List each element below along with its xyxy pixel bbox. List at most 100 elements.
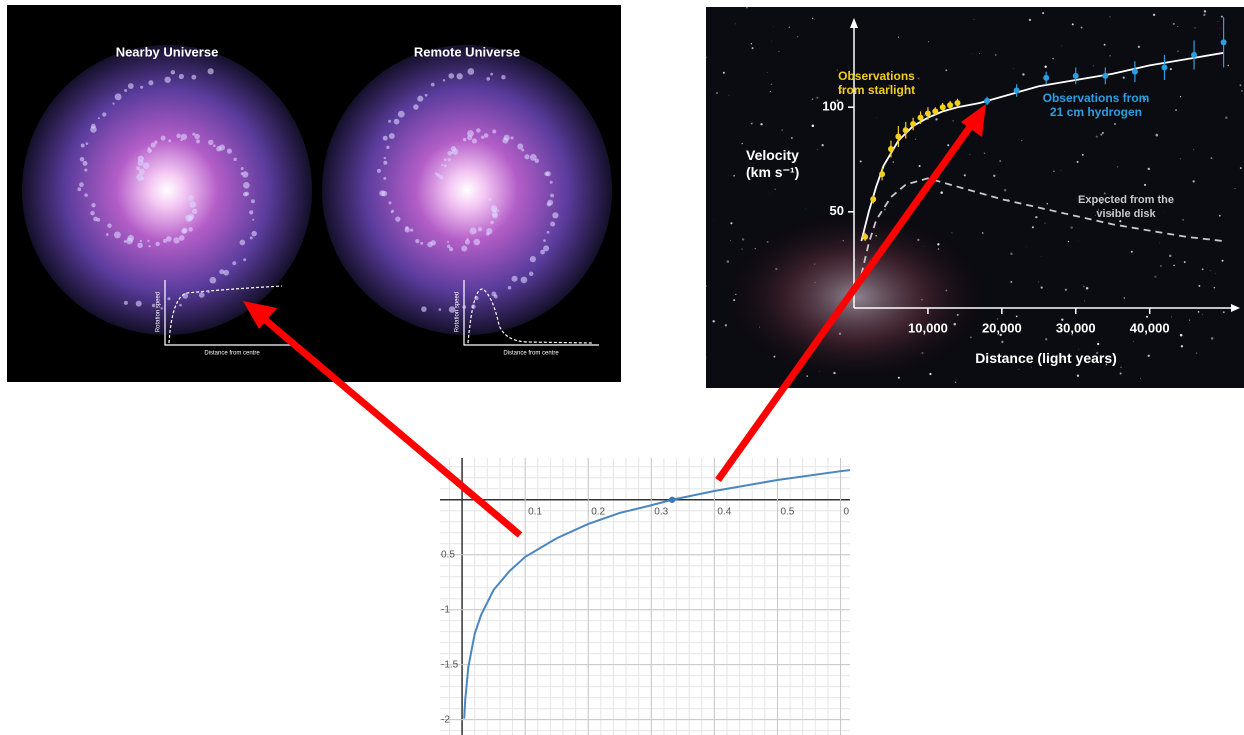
star [923, 246, 924, 247]
star-cluster [484, 133, 489, 138]
star [1153, 14, 1155, 16]
star [1131, 251, 1133, 253]
star-cluster [417, 96, 423, 102]
star-cluster [550, 194, 554, 198]
star-cluster [525, 154, 530, 159]
star [1120, 367, 1121, 368]
data-point [1221, 39, 1227, 45]
y-tick-label: -1 [441, 604, 450, 615]
star [884, 247, 886, 249]
star-cluster [386, 146, 389, 149]
star [1234, 188, 1235, 189]
star-cluster [388, 120, 391, 123]
x-axis-label: Distance (light years) [946, 351, 1146, 365]
star-cluster [77, 187, 81, 191]
star-cluster [196, 139, 200, 143]
panel-title: Nearby Universe [116, 44, 219, 59]
star [1219, 28, 1220, 29]
star-cluster [143, 162, 149, 168]
star [952, 233, 953, 234]
star [1045, 338, 1047, 340]
data-point [984, 98, 990, 104]
star-cluster [139, 169, 145, 175]
star-cluster [185, 215, 192, 222]
star-cluster [194, 134, 200, 140]
star-cluster [395, 216, 400, 221]
annotation: Expected from the visible disk [1076, 193, 1176, 221]
y-tick-label: -2 [441, 714, 450, 725]
star [730, 222, 732, 224]
star-cluster [188, 227, 193, 232]
star-cluster [383, 177, 386, 180]
galaxy-image: Nearby Universe Remote Universe Rotation… [7, 5, 621, 382]
star-cluster [106, 233, 109, 236]
star [1198, 311, 1200, 313]
star [706, 57, 707, 58]
star [1140, 378, 1141, 379]
star [1093, 66, 1094, 67]
star [1148, 355, 1150, 357]
star-cluster [114, 231, 121, 238]
star-cluster [171, 70, 175, 74]
star-cluster [389, 133, 395, 139]
star-cluster [168, 139, 171, 142]
star [760, 123, 762, 125]
star-cluster [420, 242, 423, 245]
star [770, 91, 771, 92]
star [721, 327, 722, 328]
star-cluster [154, 141, 157, 144]
star [1038, 282, 1039, 283]
star [1016, 315, 1018, 317]
star [1156, 133, 1157, 134]
star [1052, 58, 1053, 59]
star-cluster [391, 210, 394, 213]
data-point [1191, 52, 1197, 58]
star-cluster [497, 209, 500, 212]
star [875, 235, 877, 237]
star-cluster [492, 129, 496, 133]
star-cluster [179, 235, 185, 241]
star [892, 161, 893, 162]
star [1180, 334, 1183, 337]
star [1082, 154, 1084, 156]
star [997, 318, 998, 319]
star-cluster [451, 146, 456, 151]
star [1180, 158, 1181, 159]
star [1228, 65, 1230, 67]
star-cluster [128, 83, 134, 89]
star [953, 153, 955, 155]
star [917, 239, 919, 241]
star [778, 51, 779, 52]
star [940, 191, 943, 194]
star [1114, 123, 1116, 125]
star [725, 324, 727, 326]
star-cluster [535, 158, 540, 163]
star-cluster [471, 304, 476, 309]
star [957, 314, 959, 316]
star [741, 248, 742, 249]
star-cluster [112, 102, 114, 104]
star [1154, 276, 1156, 278]
star-cluster [179, 304, 182, 307]
star [1070, 226, 1072, 228]
star [723, 72, 725, 74]
star-cluster [245, 192, 249, 196]
star-cluster [136, 301, 142, 307]
star [774, 189, 776, 191]
star [1010, 253, 1012, 255]
star-cluster [138, 156, 144, 162]
annotation: Observations from 21 cm hydrogen [1036, 91, 1156, 119]
star-cluster [405, 226, 408, 229]
star-cluster [481, 136, 484, 139]
star [1240, 167, 1242, 169]
star [928, 41, 929, 42]
star [999, 160, 1001, 162]
star-cluster [219, 145, 225, 151]
star-cluster [250, 236, 253, 239]
star [1171, 316, 1172, 317]
galaxy [22, 45, 312, 335]
star [884, 209, 886, 211]
star [1159, 243, 1160, 244]
star-cluster [80, 157, 85, 162]
star-cluster [521, 149, 524, 152]
